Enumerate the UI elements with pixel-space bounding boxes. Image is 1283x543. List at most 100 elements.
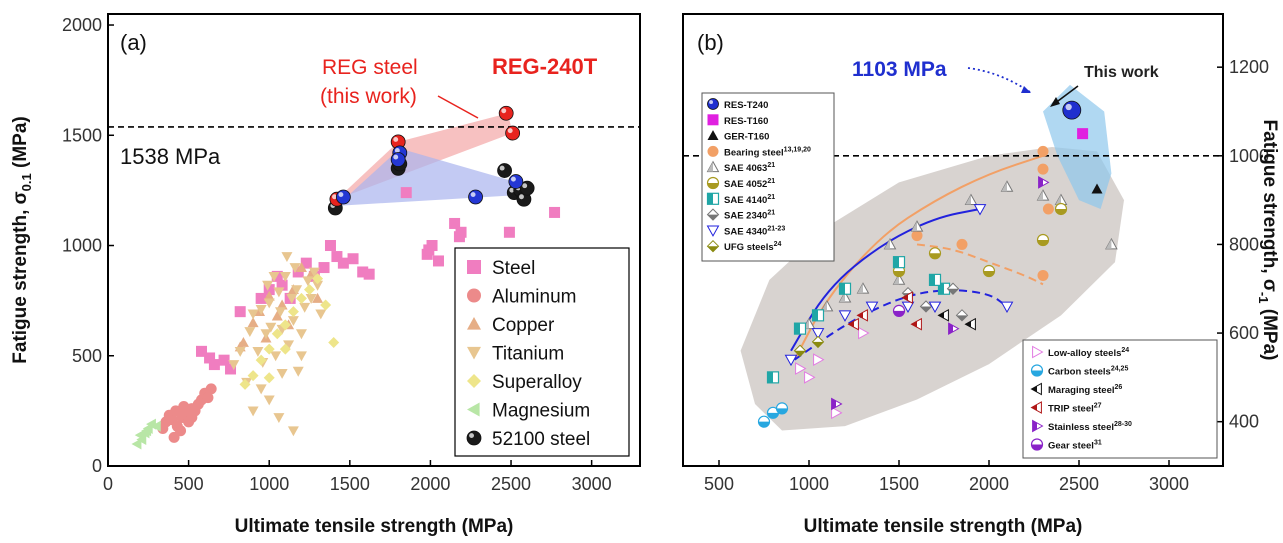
b-point-sae-4140 — [811, 309, 825, 322]
b-point-sae-4063 — [964, 193, 978, 206]
a-legend-entries: Steel Aluminum Copper Titanium Superalloy Mag… — [466, 258, 590, 450]
a-point-superalloy — [295, 292, 307, 304]
a-legend-label-52100-steel: 52100 steel — [492, 429, 590, 450]
b-y-tick-label: 800 — [1229, 234, 1259, 254]
b-legend-top-label-sae-2340: SAE 234021 — [724, 210, 775, 222]
a-point-steel — [225, 363, 237, 375]
a-point-superalloy — [239, 378, 251, 390]
a-legend-label-titanium: Titanium — [492, 344, 564, 365]
a-point-titanium — [270, 351, 282, 362]
b-point-sae-4340 — [928, 301, 942, 314]
a-x-tick-label: 1500 — [330, 474, 370, 494]
b-legend-top-label-sup: 24 — [774, 241, 782, 248]
a-point-titanium — [302, 276, 314, 287]
a-point-steel — [218, 354, 230, 366]
a-point-superalloy — [247, 370, 259, 382]
a-point-superalloy — [255, 354, 267, 366]
b-legend-top-label-res-t160: RES-T160 — [724, 116, 768, 127]
b-point-bearing-steel — [1042, 203, 1054, 215]
a-legend-label-steel: Steel — [492, 258, 535, 279]
a-point-steel — [400, 187, 412, 199]
a-point-steel — [426, 240, 438, 252]
b-point-ufg-steels — [811, 335, 825, 349]
b-point-gear-steel — [892, 304, 906, 318]
b-legend-top-marker-res-t160 — [707, 114, 719, 126]
b-legend-top-marker-sae-4340 — [706, 225, 720, 237]
b-annotation-arrowhead-blue — [1021, 86, 1031, 93]
b-legend-top-label-res-t240: RES-T240 — [724, 100, 768, 111]
a-y-axis-label: Fatigue strength, σ0.1 (MPa) — [10, 116, 34, 363]
a-point-steel — [263, 284, 275, 296]
a-point-titanium — [273, 287, 285, 298]
a-annotation-reg-steel: REG steel — [322, 56, 418, 79]
b-x-axis-label: Ultimate tensile strength (MPa) — [804, 516, 1083, 537]
a-annotation-reg-240t: REG-240T — [492, 54, 598, 79]
a-point-steel — [324, 240, 336, 252]
b-point-sae-4063 — [1105, 237, 1118, 250]
a-point-aluminum — [202, 392, 214, 404]
b-legend-top-label-sup: 21-23 — [767, 225, 785, 232]
a-point-reg-steel-blue — [335, 189, 351, 205]
a-point-superalloy — [263, 343, 275, 355]
b-legend-bottom-marker-maraging-steel — [1030, 382, 1042, 396]
b-point-sae-4052 — [982, 264, 996, 278]
a-legend-label-copper: Copper — [492, 315, 555, 336]
b-legend-bottom-label-trip-steel: TRIP steel27 — [1048, 403, 1102, 415]
a-point-steel — [503, 226, 515, 238]
a-point-superalloy — [279, 319, 291, 331]
b-legend-bottom-label-carbon-steels: Carbon steels24,25 — [1048, 366, 1128, 378]
b-y-axis-label: Fatigue strength, σ-1 (MPa) — [1256, 120, 1280, 361]
a-point-aluminum — [186, 411, 198, 423]
a-point-titanium — [299, 302, 311, 313]
a-point-titanium — [263, 298, 275, 309]
a-point-titanium — [281, 252, 293, 263]
b-point-sae-4340 — [838, 310, 852, 322]
b-point-stainless-steel — [1038, 176, 1050, 189]
b-legend-bottom-label-sup: 24 — [1121, 347, 1129, 354]
a-point-steel — [255, 292, 267, 304]
a-y-tick-label: 2000 — [62, 15, 102, 35]
b-point-low-alloy-steels — [813, 353, 825, 366]
b-point-sae-4052 — [1036, 233, 1050, 247]
a-point-copper — [271, 310, 283, 321]
a-point-titanium — [260, 329, 272, 340]
a-point-steel — [300, 257, 312, 269]
b-point-stainless-steel — [948, 322, 960, 335]
a-point-reg-steel-red — [498, 105, 514, 121]
a-data-points — [131, 105, 561, 450]
b-legend-top-label-sae-4052: SAE 405221 — [724, 178, 775, 190]
b-point-trip-steel — [910, 317, 922, 331]
a-panel-label: (a) — [120, 30, 147, 55]
b-point-trip-steel — [901, 291, 913, 304]
b-legend-bottom-label-sup: 31 — [1094, 440, 1102, 447]
a-point-titanium — [295, 351, 307, 362]
a-point-superalloy — [312, 273, 324, 285]
b-legend-top-marker-sae-2340 — [706, 208, 720, 221]
a-point-steel — [204, 352, 216, 364]
b-point-bearing-steel — [956, 238, 968, 250]
b-point-sae-4063 — [883, 237, 897, 250]
b-legend-top-label-sup: 21 — [767, 162, 775, 169]
a-point-reg-steel-blue — [390, 152, 406, 167]
b-annotation-this-work: This work — [1084, 64, 1159, 81]
b-point-low-alloy-steels — [804, 371, 816, 384]
b-point-maraging-steel — [937, 308, 949, 322]
b-point-sae-4063 — [1036, 189, 1050, 201]
a-point-titanium — [268, 271, 280, 282]
a-point-aluminum — [168, 431, 180, 443]
b-point-trip-steel — [847, 317, 859, 331]
a-point-magnesium — [136, 434, 147, 446]
a-annotation-this-work: (this work) — [320, 85, 417, 108]
b-legend-bottom-marker-carbon-steels — [1030, 364, 1044, 377]
a-point-copper — [237, 337, 249, 347]
a-legend-label-magnesium: Magnesium — [492, 401, 590, 422]
b-point-sae-4140 — [892, 256, 906, 269]
a-point-titanium — [252, 346, 264, 357]
a-point-titanium — [287, 426, 299, 437]
a-point-aluminum — [178, 400, 190, 412]
a-point-titanium — [247, 406, 259, 417]
b-point-sae-4340 — [973, 204, 987, 216]
a-point-titanium — [292, 366, 304, 377]
a-legend-label-superalloy: Superalloy — [492, 372, 582, 393]
a-point-reg-steel-blue — [468, 189, 483, 205]
